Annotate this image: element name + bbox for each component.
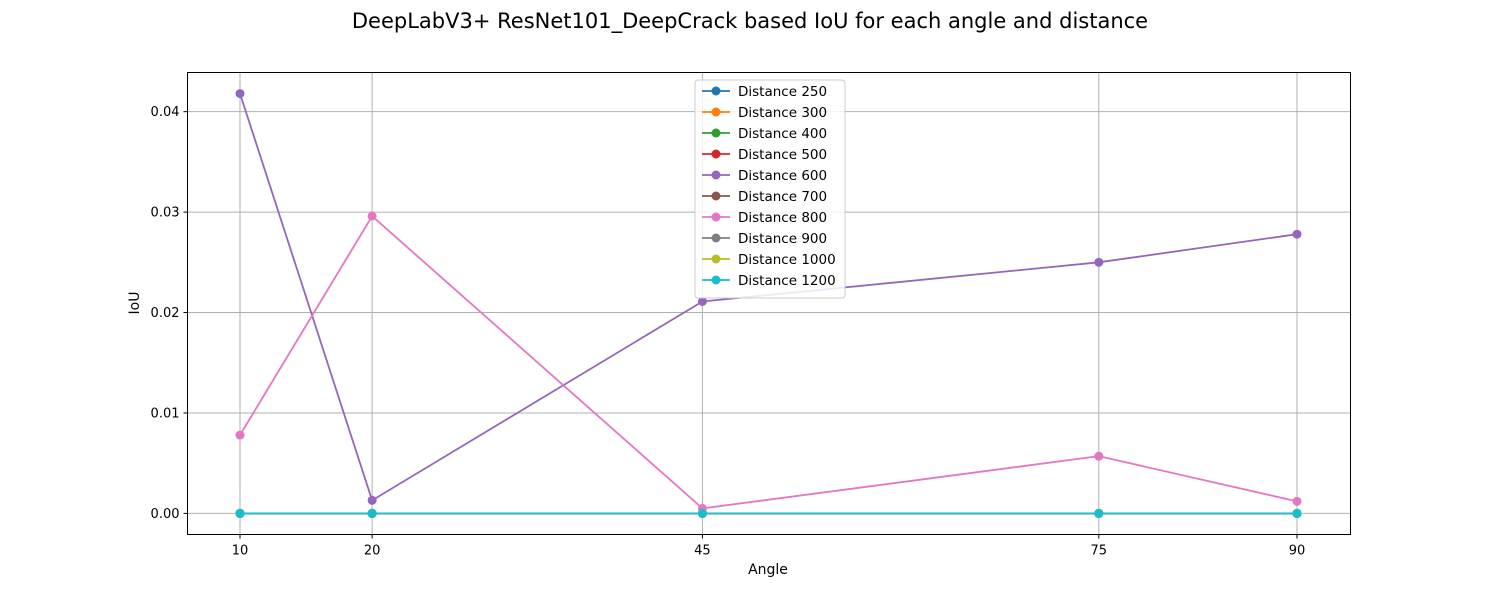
legend-label: Distance 700 <box>738 189 827 205</box>
series-layer <box>235 89 1302 518</box>
legend-label: Distance 600 <box>738 168 827 184</box>
data-point <box>1094 257 1104 267</box>
data-point <box>367 211 377 221</box>
data-point <box>697 508 707 518</box>
legend-label: Distance 400 <box>738 126 827 142</box>
data-point <box>1094 451 1104 461</box>
legend-marker <box>711 233 721 243</box>
chart-title: DeepLabV3+ ResNet101_DeepCrack based IoU… <box>352 9 1148 34</box>
legend-box <box>694 79 846 299</box>
data-point <box>1094 508 1104 518</box>
legend-marker <box>711 170 721 180</box>
data-point <box>235 508 245 518</box>
legend-item: Distance 900 <box>702 231 827 247</box>
y-axis-label: IoU <box>127 292 143 315</box>
series-distance-600 <box>235 89 1302 505</box>
x-tick-label: 75 <box>1091 544 1108 559</box>
data-point <box>367 508 377 518</box>
legend-label: Distance 250 <box>738 84 827 100</box>
data-point <box>235 430 245 440</box>
y-axis: 0.00 0.01 0.02 0.03 0.04 <box>151 105 188 522</box>
legend-item: Distance 600 <box>702 168 827 184</box>
y-tick-label: 0.00 <box>151 507 180 522</box>
legend-label: Distance 900 <box>738 231 827 247</box>
legend-marker <box>711 149 721 159</box>
legend-marker <box>711 191 721 201</box>
data-point <box>235 89 245 99</box>
legend-label: Distance 1000 <box>738 252 836 268</box>
x-axis-label: Angle <box>748 562 788 578</box>
legend-item: Distance 500 <box>702 147 827 163</box>
legend-marker <box>711 275 721 285</box>
series-distance-800 <box>235 211 1302 513</box>
legend-label: Distance 300 <box>738 105 827 121</box>
legend-item: Distance 700 <box>702 189 827 205</box>
plot-frame <box>187 72 1351 535</box>
legend: Distance 250 Distance 300 Distance 400 Dist… <box>694 79 846 299</box>
data-point <box>367 495 377 505</box>
legend-item: Distance 250 <box>702 84 827 100</box>
legend-label: Distance 500 <box>738 147 827 163</box>
x-tick-label: 10 <box>232 544 249 559</box>
legend-label: Distance 800 <box>738 210 827 226</box>
legend-item: Distance 1000 <box>702 252 836 268</box>
legend-marker <box>711 212 721 222</box>
data-point <box>1292 508 1302 518</box>
legend-item: Distance 1200 <box>702 273 836 289</box>
legend-marker <box>711 254 721 264</box>
data-point <box>1292 496 1302 506</box>
legend-item: Distance 800 <box>702 210 827 226</box>
legend-item: Distance 300 <box>702 105 827 121</box>
y-tick-label: 0.03 <box>151 206 180 221</box>
legend-marker <box>711 107 721 117</box>
legend-marker <box>711 128 721 138</box>
legend-item: Distance 400 <box>702 126 827 142</box>
y-tick-label: 0.04 <box>151 105 180 120</box>
y-tick-label: 0.01 <box>151 406 180 421</box>
y-tick-label: 0.02 <box>151 306 180 321</box>
x-tick-label: 20 <box>364 544 381 559</box>
x-tick-label: 45 <box>694 544 711 559</box>
x-tick-label: 90 <box>1289 544 1306 559</box>
legend-label: Distance 1200 <box>738 273 836 289</box>
data-point <box>697 296 707 306</box>
series-distance-1200 <box>235 508 1302 518</box>
x-axis: 10 20 45 75 90 <box>232 534 1306 559</box>
data-point <box>1292 229 1302 239</box>
legend-marker <box>711 86 721 96</box>
